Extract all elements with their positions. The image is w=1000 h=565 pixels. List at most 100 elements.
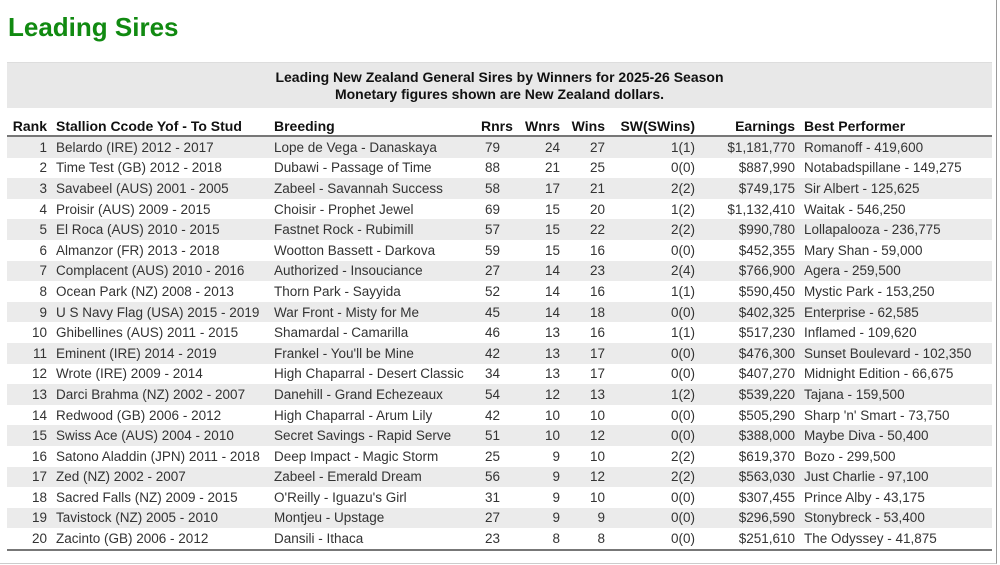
table-row: 2 Time Test (GB) 2012 - 2018 Dubawi - Pass… — [7, 158, 992, 179]
cell-runners: 31 — [485, 489, 501, 505]
cell-best-performer: The Odyssey - 41,875 — [800, 528, 992, 551]
column-header-earnings: Earnings — [700, 116, 800, 137]
cell-wins: 16 — [589, 325, 605, 341]
cell-rank: 4 — [39, 201, 47, 217]
cell-earnings: $388,000 — [700, 425, 800, 446]
cell-best-performer: Notabadspillane - 149,275 — [804, 160, 962, 176]
cell-runners: 88 — [485, 160, 501, 176]
cell-stallion: El Roca (AUS) 2010 - 2015 — [52, 219, 270, 240]
cell-best-performer: Tajana - 159,500 — [800, 384, 992, 405]
cell-winners: 17 — [520, 178, 565, 199]
cell-runners: 54 — [477, 384, 520, 405]
cell-best-performer: Mary Shan - 59,000 — [804, 242, 923, 258]
cell-earnings: $619,370 — [738, 448, 795, 464]
cell-stakes-wins: 0(0) — [610, 528, 700, 551]
cell-wins: 27 — [565, 136, 610, 158]
cell-best-performer: Waitak - 546,250 — [804, 201, 906, 217]
cell-breeding: High Chaparral - Arum Lily — [274, 407, 433, 423]
cell-winners: 14 — [544, 283, 560, 299]
cell-stakes-wins: 0(0) — [610, 507, 700, 529]
cell-earnings: $402,325 — [700, 301, 800, 323]
table-row: 16 Satono Aladdin (JPN) 2011 - 2018 Deep I… — [7, 446, 992, 467]
cell-wins: 10 — [589, 407, 605, 423]
page-title: Leading Sires — [8, 12, 179, 42]
cell-best-performer: Romanoff - 419,600 — [800, 136, 992, 158]
cell-stallion: Zed (NZ) 2002 - 2007 — [52, 466, 270, 488]
column-header-wins: Wins — [565, 116, 610, 137]
cell-rank: 16 — [31, 448, 47, 464]
cell-wins: 21 — [565, 178, 610, 199]
cell-stakes-wins: 1(2) — [670, 201, 695, 217]
cell-best-performer: Maybe Diva - 50,400 — [800, 425, 992, 446]
column-header-stakes-wins: SW(SWins) — [610, 116, 700, 137]
cell-earnings: $1,132,410 — [727, 201, 795, 217]
cell-winners: 14 — [520, 301, 565, 323]
cell-runners: 58 — [477, 178, 520, 199]
cell-stallion: Eminent (IRE) 2014 - 2019 — [52, 342, 270, 364]
cell-stallion: Satono Aladdin (JPN) 2011 - 2018 — [56, 448, 260, 464]
cell-rank: 15 — [7, 425, 52, 446]
table-row: 5 El Roca (AUS) 2010 - 2015 Fastnet Rock -… — [7, 219, 992, 240]
cell-rank: 9 — [7, 301, 52, 323]
cell-stallion: Belardo (IRE) 2012 - 2017 — [52, 136, 270, 158]
cell-stallion: Almanzor (FR) 2013 - 2018 — [56, 242, 220, 258]
cell-stallion: Sacred Falls (NZ) 2009 - 2015 — [56, 489, 238, 505]
cell-stallion: Proisir (AUS) 2009 - 2015 — [56, 201, 211, 217]
cell-best-performer: Sharp 'n' Smart - 73,750 — [804, 407, 950, 423]
cell-winners: 8 — [520, 528, 565, 551]
cell-breeding: Dansili - Ithaca — [270, 528, 477, 551]
cell-winners: 10 — [544, 407, 560, 423]
cell-stakes-wins: 1(1) — [610, 136, 700, 158]
table-row: 14 Redwood (GB) 2006 - 2012 High Chaparral… — [7, 405, 992, 426]
cell-winners: 13 — [544, 366, 560, 382]
cell-earnings: $749,175 — [700, 178, 800, 199]
cell-winners: 21 — [544, 160, 560, 176]
cell-stakes-wins: 1(1) — [670, 325, 695, 341]
column-header-best-performer: Best Performer — [800, 116, 992, 137]
table-caption: Leading New Zealand General Sires by Win… — [7, 62, 992, 108]
cell-best-performer: Bozo - 299,500 — [804, 448, 896, 464]
table-row: 15 Swiss Ace (AUS) 2004 - 2010 Secret Savi… — [7, 425, 992, 446]
cell-rank: 19 — [7, 507, 52, 529]
cell-earnings: $563,030 — [700, 466, 800, 488]
cell-stakes-wins: 2(2) — [610, 219, 700, 240]
cell-breeding: War Front - Misty for Me — [270, 301, 477, 323]
cell-wins: 13 — [565, 384, 610, 405]
cell-runners: 59 — [485, 242, 501, 258]
cell-earnings: $590,450 — [738, 283, 795, 299]
cell-rank: 8 — [39, 283, 47, 299]
cell-earnings: $476,300 — [700, 342, 800, 364]
cell-runners: 45 — [477, 301, 520, 323]
cell-stallion: Wrote (IRE) 2009 - 2014 — [56, 366, 203, 382]
cell-rank: 7 — [7, 260, 52, 282]
cell-stakes-wins: 0(0) — [610, 425, 700, 446]
header-row: Rank Stallion Ccode Yof - To Stud Breeding… — [7, 116, 992, 137]
cell-rank: 14 — [31, 407, 47, 423]
cell-stakes-wins: 0(0) — [610, 301, 700, 323]
cell-breeding: Fastnet Rock - Rubimill — [270, 219, 477, 240]
cell-breeding: Thorn Park - Sayyida — [274, 283, 401, 299]
cell-stallion: Swiss Ace (AUS) 2004 - 2010 — [52, 425, 270, 446]
cell-wins: 23 — [565, 260, 610, 282]
cell-rank: 13 — [7, 384, 52, 405]
cell-best-performer: Enterprise - 62,585 — [800, 301, 992, 323]
cell-stakes-wins: 0(0) — [670, 407, 695, 423]
table-row: 4 Proisir (AUS) 2009 - 2015 Choisir - Prop… — [7, 199, 992, 220]
cell-stakes-wins: 2(2) — [670, 448, 695, 464]
cell-runners: 27 — [477, 507, 520, 529]
cell-runners: 69 — [485, 201, 501, 217]
cell-winners: 9 — [552, 448, 560, 464]
table-row: 17 Zed (NZ) 2002 - 2007 Zabeel - Emerald D… — [7, 466, 992, 488]
cell-stakes-wins: 1(2) — [610, 384, 700, 405]
cell-winners: 15 — [544, 242, 560, 258]
cell-runners: 57 — [477, 219, 520, 240]
caption-title: Leading New Zealand General Sires by Win… — [275, 69, 724, 85]
cell-runners: 51 — [477, 425, 520, 446]
cell-rank: 17 — [7, 466, 52, 488]
cell-best-performer: Mystic Park - 153,250 — [804, 283, 935, 299]
cell-earnings: $251,610 — [700, 528, 800, 551]
cell-winners: 9 — [520, 507, 565, 529]
cell-wins: 12 — [565, 425, 610, 446]
cell-runners: 42 — [477, 342, 520, 364]
cell-rank: 11 — [7, 342, 52, 364]
